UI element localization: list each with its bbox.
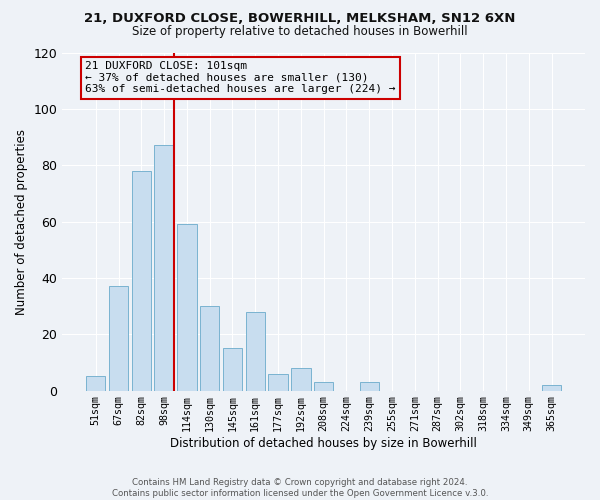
Text: 21, DUXFORD CLOSE, BOWERHILL, MELKSHAM, SN12 6XN: 21, DUXFORD CLOSE, BOWERHILL, MELKSHAM, … <box>85 12 515 26</box>
Text: 21 DUXFORD CLOSE: 101sqm
← 37% of detached houses are smaller (130)
63% of semi-: 21 DUXFORD CLOSE: 101sqm ← 37% of detach… <box>85 61 396 94</box>
Bar <box>177 224 197 390</box>
Bar <box>86 376 106 390</box>
Bar <box>154 146 174 390</box>
Bar <box>291 368 311 390</box>
Bar <box>245 312 265 390</box>
Bar <box>131 171 151 390</box>
Bar <box>359 382 379 390</box>
Text: Contains HM Land Registry data © Crown copyright and database right 2024.
Contai: Contains HM Land Registry data © Crown c… <box>112 478 488 498</box>
Bar <box>542 385 561 390</box>
Y-axis label: Number of detached properties: Number of detached properties <box>15 128 28 314</box>
X-axis label: Distribution of detached houses by size in Bowerhill: Distribution of detached houses by size … <box>170 437 477 450</box>
Text: Size of property relative to detached houses in Bowerhill: Size of property relative to detached ho… <box>132 25 468 38</box>
Bar <box>268 374 288 390</box>
Bar <box>200 306 220 390</box>
Bar <box>314 382 334 390</box>
Bar <box>109 286 128 391</box>
Bar <box>223 348 242 391</box>
